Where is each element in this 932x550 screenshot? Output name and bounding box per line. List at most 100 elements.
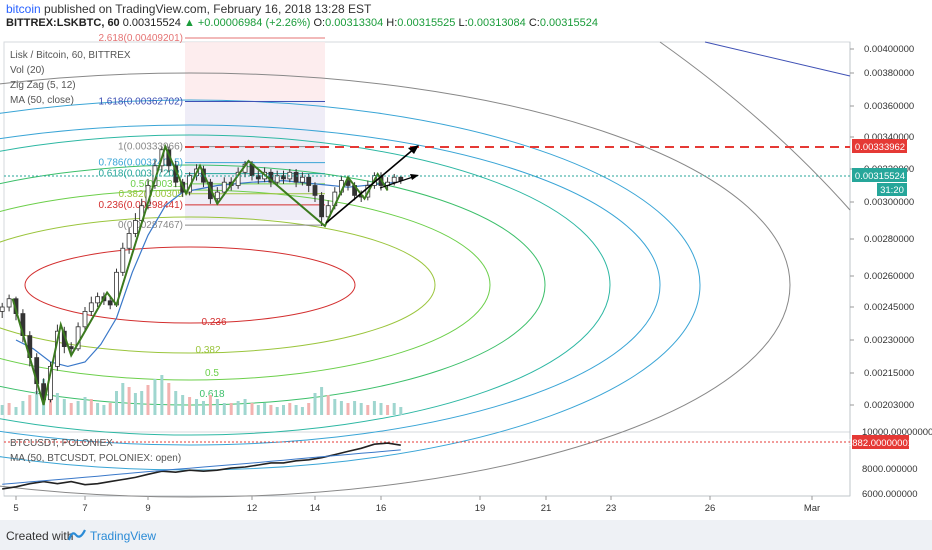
highlight-zone-blue [185, 100, 325, 220]
price-tick-label: 0.00215000 [864, 368, 914, 379]
candle-body [293, 171, 299, 183]
publish-header: bitcoin published on TradingView.com, Fe… [6, 2, 371, 16]
volume-bar [83, 397, 87, 415]
h-value: 0.00315525 [397, 17, 456, 29]
c-label: C: [528, 17, 540, 29]
fib-level-label: 0(0.00287467) [118, 220, 183, 231]
l-value: 0.00313084 [467, 17, 526, 29]
fib-outer-ellipse [0, 72, 791, 498]
volume-bar [167, 383, 171, 415]
publish-text: published on TradingView.com, February 1… [40, 2, 372, 16]
c-value: 0.00315524 [539, 17, 598, 29]
time-tick-label: 23 [606, 503, 617, 514]
volume-bar [96, 403, 100, 415]
fib-level-label: 1(0.00333966) [118, 142, 183, 153]
fib-level-label: 1.618(0.00362702) [98, 97, 183, 108]
volume-bar [326, 395, 330, 415]
countdown-tag [877, 183, 907, 196]
countdown-text: 31:20 [880, 185, 904, 196]
time-tick-label: 5 [13, 503, 18, 514]
price-tick-label: 0.00280000 [864, 234, 914, 245]
candle-body [312, 185, 318, 196]
volume-bar [121, 383, 125, 415]
sub-pane [3, 431, 851, 497]
volume-bar [108, 403, 112, 415]
legend-zigzag[interactable]: Zig Zag (5, 12) [10, 80, 76, 91]
fib-circle [24, 246, 356, 324]
volume-bar [366, 405, 370, 415]
fib-level-label: 0.618(0.00317202) [98, 169, 183, 180]
volume-bar [250, 403, 254, 415]
volume-bar [188, 397, 192, 415]
volume-bar [35, 391, 39, 415]
volume-bar [69, 403, 73, 415]
volume-bar [263, 403, 267, 415]
candle-body [319, 194, 325, 218]
arrowhead-2 [410, 174, 419, 180]
candle-body [274, 175, 280, 183]
time-tick-label: Mar [804, 503, 820, 514]
volume-bar [7, 403, 11, 415]
candle-body [0, 306, 5, 312]
sub-price-axis[interactable]: 10000.00000000 8000.000000 6000.000000 [862, 427, 932, 500]
btcusdt-series [2, 442, 401, 490]
volume-bar [275, 407, 279, 415]
time-tick-label: 26 [705, 503, 716, 514]
time-tick-label: 14 [310, 503, 321, 514]
time-tick-label: 12 [247, 503, 258, 514]
volume-bar [140, 391, 144, 415]
author-link[interactable]: bitcoin [6, 2, 41, 16]
time-tick-label: 21 [541, 503, 552, 514]
legend-ma[interactable]: MA (50, close) [10, 95, 74, 106]
price-value: 0.00315524 [122, 17, 181, 29]
volume-bar [115, 391, 118, 415]
volume-bar [153, 379, 157, 415]
volume-bar [181, 395, 185, 415]
projection-arrow-2[interactable] [379, 175, 417, 189]
fib-circle [0, 134, 611, 436]
sub-price-tick-label: 6000.000000 [862, 489, 917, 500]
volume-bar [146, 385, 150, 415]
volume-bar [243, 399, 247, 415]
price-tick-label: 0.00400000 [864, 44, 914, 55]
candle-body [126, 233, 132, 249]
ohlc-header: BITTREX:LSKBTC, 60 0.00315524 ▲ +0.00006… [6, 17, 598, 29]
time-tick-label: 16 [376, 503, 387, 514]
ma-polyline [15, 179, 398, 368]
candle-body [95, 296, 100, 304]
price-tick-label: 0.00300000 [864, 197, 914, 208]
volume-bar [62, 399, 66, 415]
projection-arrow-1[interactable] [325, 147, 416, 224]
candle-body [82, 310, 88, 328]
volume-bar [133, 393, 137, 415]
volume-bar [379, 403, 383, 415]
legend-vol[interactable]: Vol (20) [10, 65, 44, 76]
volume-bar [160, 375, 164, 415]
candle-body [120, 247, 126, 273]
volume-bar [102, 405, 106, 415]
btc-last-tag-text: 9882.00000001 [847, 438, 913, 449]
volume-bar [236, 401, 240, 415]
zigzag-polyline [11, 143, 389, 406]
footer: Created with TradingView [0, 520, 932, 550]
price-axis[interactable]: 0.00400000 0.00380000 0.00360000 0.00340000… [850, 44, 914, 411]
btc-last-tag [852, 435, 909, 449]
volume-bar [127, 387, 131, 415]
time-axis[interactable]: 5 7 9 12 14 16 19 21 23 26 Mar [13, 496, 820, 514]
fib-outer-ellipse [0, 124, 661, 446]
created-with-text: Created with [6, 529, 74, 543]
candle-body [88, 302, 94, 312]
price-tick-label: 0.00380000 [864, 68, 914, 79]
tradingview-link[interactable]: TradingView [90, 529, 157, 543]
ma-line [15, 179, 398, 368]
price-tick-label: 0.00230000 [864, 335, 914, 346]
change-value: ▲ +0.00006984 (+2.26%) [183, 17, 311, 29]
sub-price-tick-label: 10000.00000000 [862, 427, 932, 438]
fib-circle-label: 0.382 [195, 345, 220, 356]
volume-bar [174, 391, 178, 415]
fib-outer-arc [704, 41, 851, 77]
candle-body [6, 298, 12, 308]
volume-bar [0, 405, 4, 415]
sub-legend-ma[interactable]: MA (50, BTCUSDT, POLONIEX: open) [10, 453, 181, 464]
chart-canvas[interactable]: 0.236 0.382 0.5 0.618 2.618(0.00409201) 1.61… [0, 0, 932, 520]
